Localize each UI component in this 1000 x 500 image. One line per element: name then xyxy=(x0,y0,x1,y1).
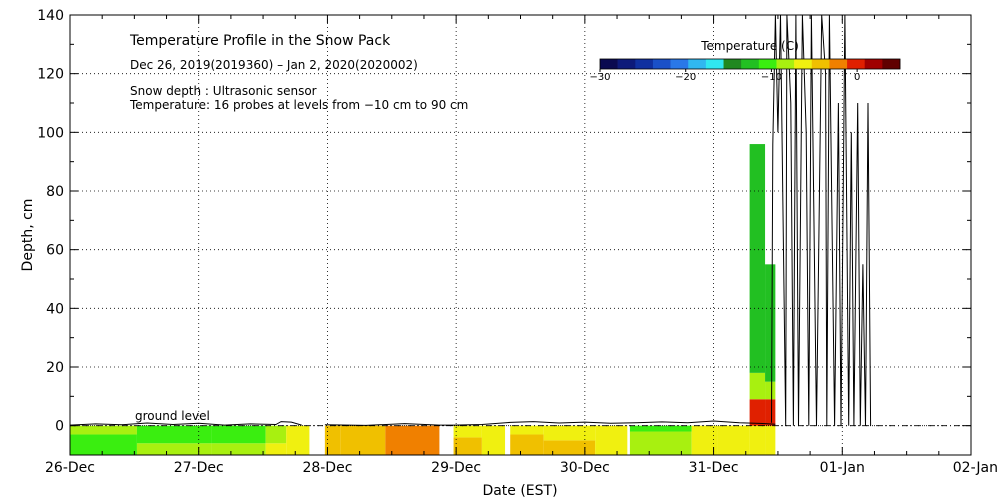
heatmap-cell-2-1 xyxy=(211,425,266,444)
y-axis-label: Depth, cm xyxy=(20,199,36,272)
heatmap-cell-5-0 xyxy=(324,425,341,455)
heatmap-cell-11-1 xyxy=(543,425,596,441)
heatmap-cell-6-0 xyxy=(340,425,386,455)
colorbar-tick-label-0: −30 xyxy=(589,72,610,83)
heatmap-cell-8-1 xyxy=(453,425,482,438)
heatmap-cell-3-0 xyxy=(265,443,287,455)
heatmap-cell-8-0 xyxy=(453,437,482,455)
heatmap-cell-15-0 xyxy=(717,425,750,455)
colorbar-swatch-1 xyxy=(617,59,636,69)
colorbar-swatch-7 xyxy=(723,59,742,69)
ground-level-label: ground level xyxy=(135,409,210,423)
colorbar-tick-label-1: −20 xyxy=(675,72,696,83)
colorbar-swatch-0 xyxy=(600,59,618,69)
heatmap-cell-9-0 xyxy=(481,425,506,455)
heatmap-cell-17-2 xyxy=(765,381,776,400)
heatmap-cell-0-0 xyxy=(70,434,137,455)
temperature-heatmap xyxy=(70,144,776,455)
heatmap-cell-10-1 xyxy=(510,425,544,435)
x-tick-label-5: 31-Dec xyxy=(689,460,739,476)
note-temperature-probes: Temperature: 16 probes at levels from −1… xyxy=(129,98,468,112)
colorbar-swatch-15 xyxy=(864,59,883,69)
heatmap-cell-16-3 xyxy=(749,144,766,373)
note-snow-depth: Snow depth : Ultrasonic sensor xyxy=(130,84,317,98)
chart-subtitle: Dec 26, 2019(2019360) – Jan 2, 2020(2020… xyxy=(130,58,418,72)
x-tick-label-6: 01-Jan xyxy=(820,460,865,476)
colorbar-swatch-6 xyxy=(705,59,724,69)
colorbar-swatch-13 xyxy=(829,59,848,69)
heatmap-cell-16-0 xyxy=(749,425,766,455)
heatmap-cell-1-1 xyxy=(136,425,212,444)
x-tick-label-4: 30-Dec xyxy=(560,460,610,476)
x-tick-label-0: 26-Dec xyxy=(45,460,95,476)
axes: 26-Dec 27-Dec 28-Dec 29-Dec 30-Dec 31-Dec 01-J… xyxy=(37,8,998,476)
heatmap-cell-13-1 xyxy=(629,425,692,432)
colorbar-tick-label-2: −10 xyxy=(761,72,782,83)
heatmap-cell-11-0 xyxy=(543,440,596,455)
snow-depth-segment-0 xyxy=(69,421,302,426)
y-tick-label-7: 140 xyxy=(37,8,64,24)
x-tick-label-7: 02-Jan xyxy=(953,460,998,476)
heatmap-cell-4-0 xyxy=(286,425,310,455)
colorbar-swatch-10 xyxy=(776,59,795,69)
y-tick-label-0: 0 xyxy=(55,419,64,435)
grid-lines xyxy=(70,15,971,455)
colorbar-swatch-16 xyxy=(882,59,901,69)
plot-frame xyxy=(69,14,972,456)
colorbar-swatch-8 xyxy=(741,59,760,69)
heatmap-cell-0-1 xyxy=(70,425,137,435)
y-tick-label-6: 120 xyxy=(37,67,64,83)
heatmap-cell-7-0 xyxy=(385,425,440,455)
x-tick-label-1: 27-Dec xyxy=(174,460,224,476)
heatmap-cell-10-0 xyxy=(510,434,544,455)
y-tick-label-2: 40 xyxy=(46,301,64,317)
x-tick-label-3: 29-Dec xyxy=(431,460,481,476)
heatmap-cell-13-0 xyxy=(629,431,692,455)
x-tick-label-2: 28-Dec xyxy=(302,460,352,476)
heatmap-cell-3-1 xyxy=(265,425,287,444)
heatmap-cell-2-0 xyxy=(211,443,266,455)
heatmap-cell-17-3 xyxy=(765,264,776,382)
colorbar-frame xyxy=(599,58,901,70)
colorbar-swatch-5 xyxy=(688,59,707,69)
colorbar-swatch-12 xyxy=(811,59,830,69)
heatmap-cell-16-1 xyxy=(749,399,766,426)
heatmap-cell-16-2 xyxy=(749,372,766,400)
colorbar-swatch-2 xyxy=(635,59,654,69)
snow-depth-segment-1 xyxy=(324,420,776,426)
colorbar-legend: Temperature (C) −30 −20 −10 0 xyxy=(589,39,901,83)
colorbar-ticks: −30 −20 −10 0 xyxy=(589,69,860,83)
heatmap-cell-1-0 xyxy=(136,443,212,455)
heatmap-cell-17-1 xyxy=(765,399,776,426)
colorbar-swatch-4 xyxy=(670,59,689,69)
colorbar-swatch-11 xyxy=(794,59,813,69)
colorbar-swatch-3 xyxy=(652,59,671,69)
colorbar-tick-label-3: 0 xyxy=(854,72,860,83)
colorbar-title: Temperature (C) xyxy=(700,39,799,53)
colorbar-swatch-14 xyxy=(847,59,866,69)
y-tick-label-3: 60 xyxy=(46,243,64,259)
heatmap-cell-12-0 xyxy=(595,425,628,455)
chart-title: Temperature Profile in the Snow Pack xyxy=(129,33,391,49)
y-tick-label-5: 100 xyxy=(37,125,64,141)
colorbar-swatch-9 xyxy=(758,59,777,69)
y-tick-label-4: 80 xyxy=(46,184,64,200)
heatmap-cell-17-0 xyxy=(765,425,776,455)
x-axis-label: Date (EST) xyxy=(482,483,557,499)
y-tick-label-1: 20 xyxy=(46,360,64,376)
colorbar-swatches xyxy=(599,58,901,70)
